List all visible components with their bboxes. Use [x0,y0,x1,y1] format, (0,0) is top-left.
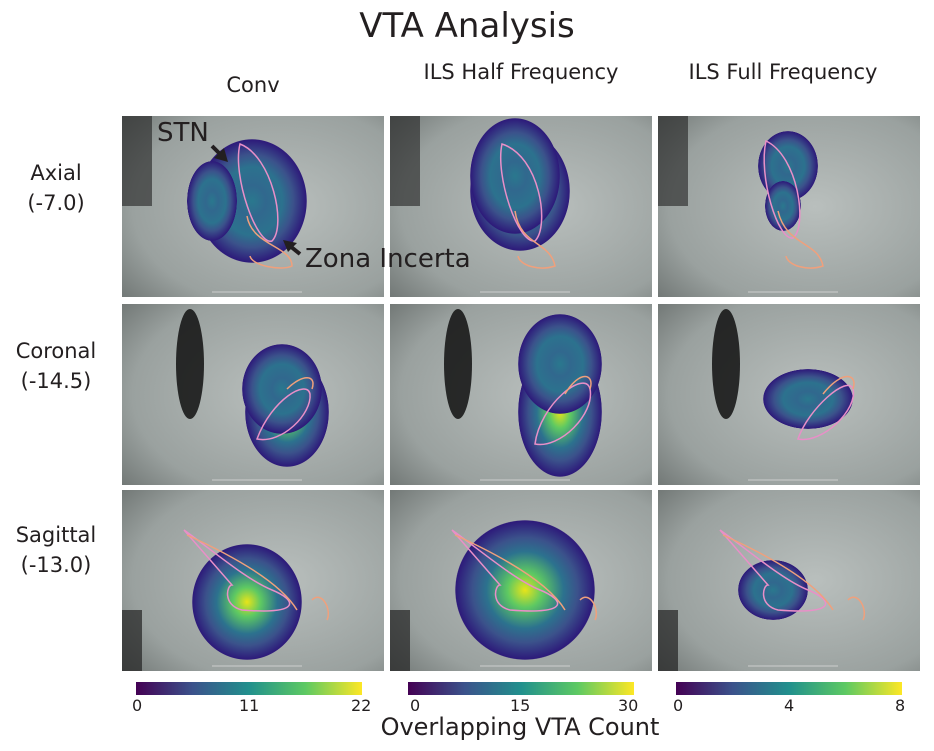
tick-label: 0 [132,696,143,715]
colorbar-conv [136,682,362,695]
row-value: (-14.5) [20,369,92,393]
vta-heatmap [765,181,801,231]
tick-label: 15 [510,696,531,715]
stn-outline [451,529,559,612]
row-header-axial: Axial (-7.0) [0,158,112,218]
tick-label: 0 [410,696,421,715]
dark-region [658,610,678,671]
mri-panel [658,116,920,297]
row-header-sagittal: Sagittal (-13.0) [0,520,112,580]
row-label: Axial [30,161,82,185]
mri-panel [390,490,652,671]
colorbar-ils-full [676,682,902,695]
colorbar-label: Overlapping VTA Count [380,713,660,741]
zona-incerta-outline [722,534,865,621]
column-header-ils-full: ILS Full Frequency [688,60,878,84]
figure-title: VTA Analysis [359,6,575,46]
vta-heatmap [455,520,595,660]
zona-incerta-outline [454,534,597,621]
dark-region [390,116,420,206]
ventricle [444,309,472,419]
zona-incerta-outline [514,210,556,269]
vta-heatmap [470,118,560,234]
dark-region [122,610,142,671]
stn-outline [500,143,543,242]
dark-region [122,116,152,206]
tick-label: 0 [673,696,684,715]
stn-outline [237,143,279,242]
row-value: (-13.0) [20,553,92,577]
row-label: Coronal [15,339,97,363]
vta-heatmap [738,560,808,620]
tick-label: 22 [351,696,372,715]
zona-incerta-outline [186,534,329,621]
stn-outline [183,529,291,612]
vta-heatmap [242,344,322,434]
mri-panel [122,116,384,297]
stn-outline [763,139,801,239]
zona-incerta-outline [246,215,293,269]
stn-annotation: STN [157,118,209,148]
zona-incerta-outline [777,210,824,269]
mri-panel [390,116,652,297]
mri-panel [658,490,920,671]
ventricle [176,309,204,419]
zona-incerta-outline [564,375,592,395]
mri-panel [122,490,384,671]
vta-heatmap [763,369,853,429]
mri-panel [122,304,384,485]
column-header-ils-half: ILS Half Frequency [423,60,619,84]
row-label: Sagittal [15,523,97,547]
mri-panel [658,304,920,485]
stn-outline [255,388,311,441]
tick-label: 11 [239,696,260,715]
row-header-coronal: Coronal (-14.5) [0,336,112,396]
ventricle [712,309,740,419]
tick-label: 8 [895,696,906,715]
dark-region [390,610,410,671]
zona-incerta-annotation: Zona Incerta [305,244,471,274]
column-header-conv: Conv [226,73,280,97]
zona-incerta-outline [822,375,855,395]
dark-region [658,116,688,206]
stn-outline [719,529,827,612]
tick-label: 4 [784,696,795,715]
tick-label: 30 [618,696,639,715]
vta-heatmap [187,161,237,241]
colorbar-ils-half [408,682,634,695]
vta-heatmap [518,314,602,414]
mri-panel [390,304,652,485]
row-value: (-7.0) [27,191,85,215]
zona-incerta-outline [286,377,314,390]
vta-heatmap [192,544,302,660]
